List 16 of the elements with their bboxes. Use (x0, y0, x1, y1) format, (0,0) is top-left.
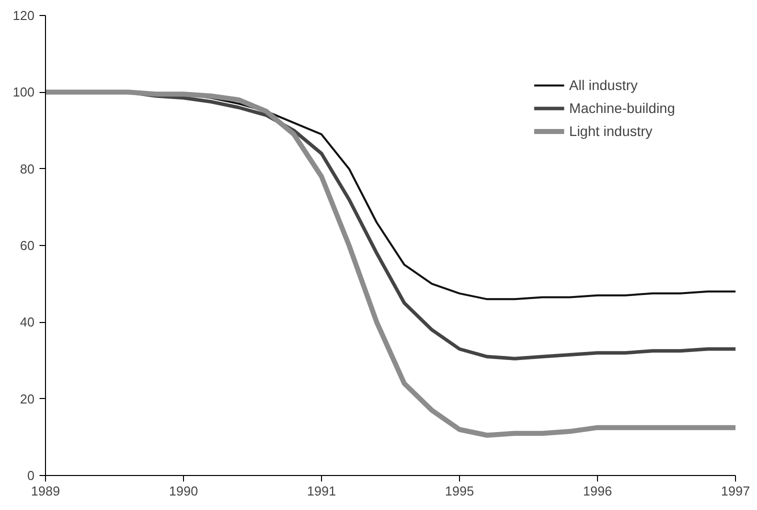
y-tick-label: 0 (27, 468, 35, 483)
x-tick-label: 1997 (721, 484, 750, 498)
x-tick-label: 1996 (583, 484, 612, 498)
legend-label: All industry (569, 77, 638, 93)
x-tick-label: 1989 (31, 484, 60, 498)
legend-label: Machine-building (569, 100, 675, 116)
y-tick-label: 60 (20, 238, 35, 253)
y-tick-label: 20 (20, 391, 35, 406)
legend-label: Light industry (569, 123, 652, 139)
y-tick-label: 120 (12, 8, 35, 23)
x-tick-label: 1991 (307, 484, 336, 498)
y-tick-label: 100 (12, 84, 35, 100)
y-tick-label: 40 (20, 314, 35, 330)
x-tick-label: 1995 (445, 484, 474, 498)
y-tick-label: 80 (20, 161, 35, 176)
x-tick-label: 1990 (169, 484, 198, 498)
